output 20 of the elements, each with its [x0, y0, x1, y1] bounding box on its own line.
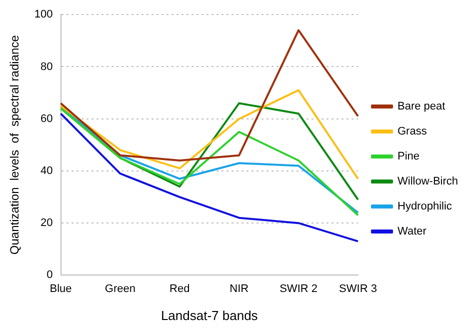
legend-label: Bare peat: [398, 100, 446, 113]
x-tick-label: Red: [170, 282, 190, 295]
y-tick-label: 60: [40, 112, 53, 125]
y-tick-label: 80: [40, 60, 53, 73]
x-tick-label: Blue: [50, 282, 72, 295]
y-axis-title: Quantization levels of spectral radiance: [8, 34, 22, 255]
x-tick-label: SWIR 3: [339, 282, 377, 295]
x-tick-label: NIR: [230, 282, 249, 295]
legend-label: Water: [398, 226, 427, 238]
x-axis-title: Landsat-7 bands: [160, 308, 258, 323]
legend-label: Willow-Birch: [398, 176, 458, 188]
legend-label: Pine: [398, 150, 420, 163]
x-tick-label: SWIR 2: [280, 282, 318, 295]
legend-label: Hydrophilic: [398, 200, 452, 213]
legend-label: Grass: [398, 126, 428, 138]
y-tick-label: 40: [40, 164, 53, 177]
y-tick-label: 20: [40, 217, 53, 230]
y-tick-label: 0: [46, 269, 53, 282]
y-tick-label: 100: [34, 8, 53, 21]
x-tick-label: Green: [104, 282, 136, 295]
